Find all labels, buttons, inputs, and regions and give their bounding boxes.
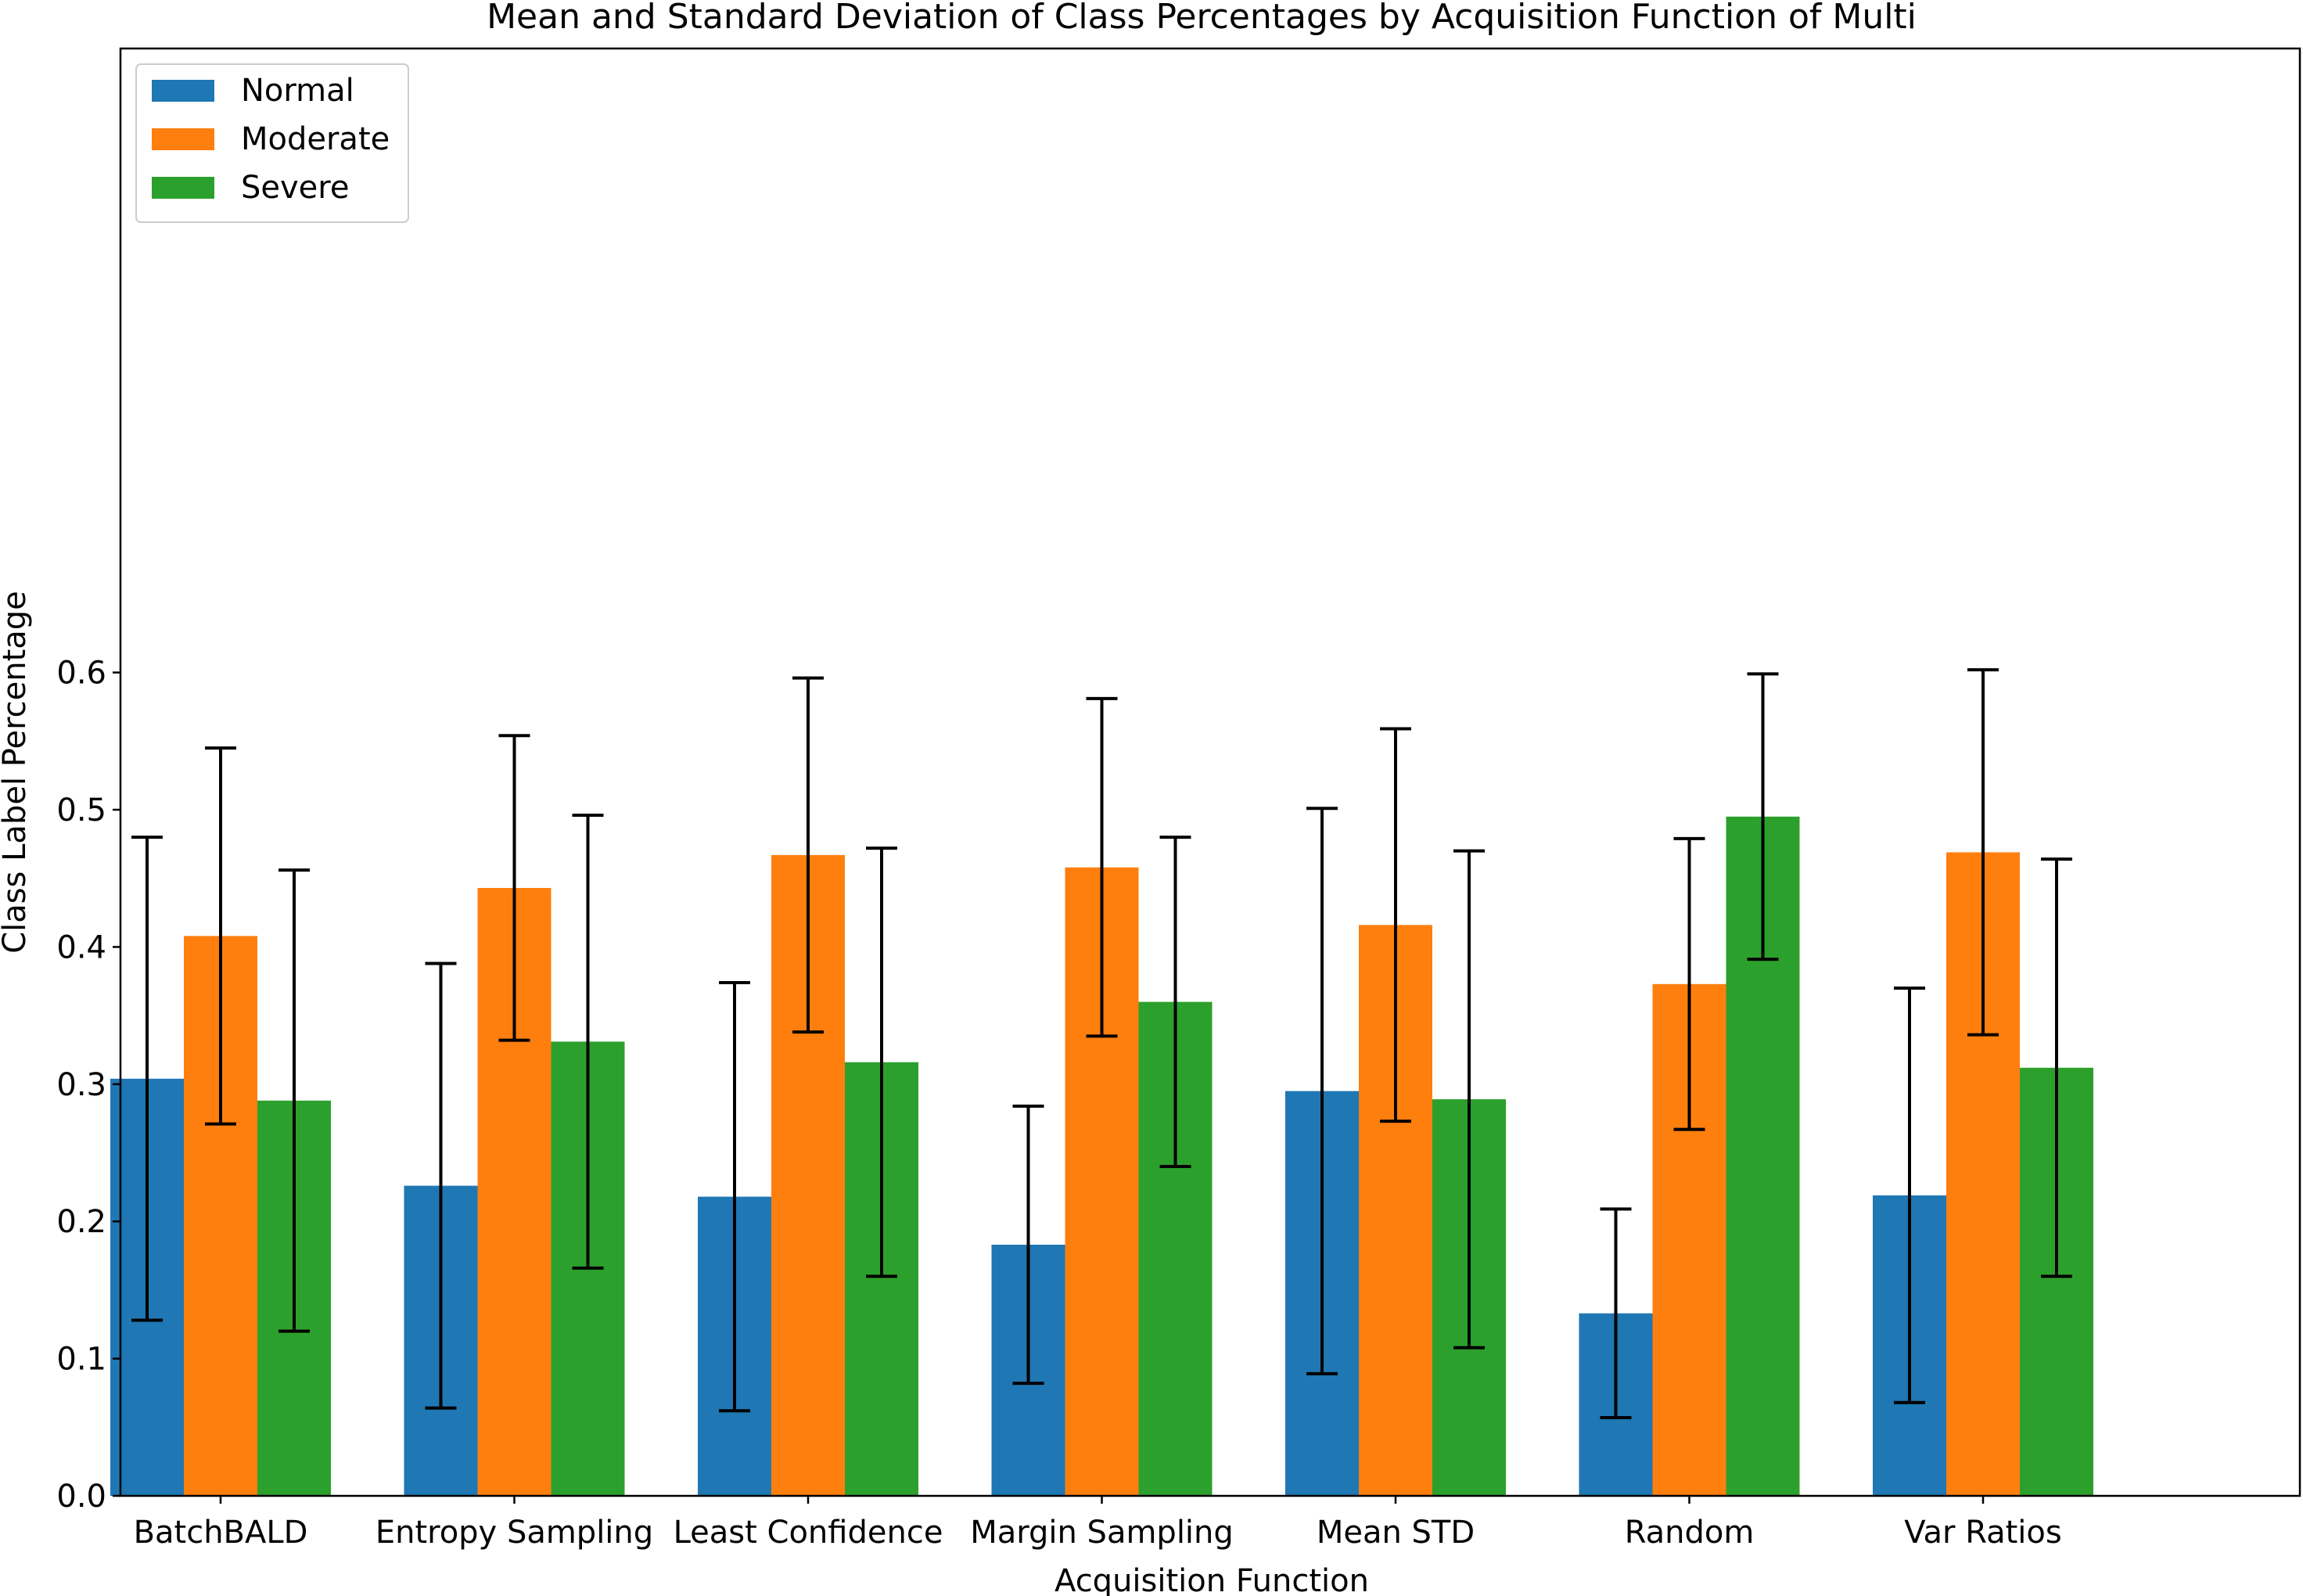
error-bar-normal-3 bbox=[1012, 1104, 1044, 1386]
x-tick-label: Entropy Sampling bbox=[375, 1515, 653, 1551]
error-bar-moderate-2 bbox=[792, 676, 824, 1034]
error-bar-severe-5 bbox=[1747, 672, 1779, 962]
y-tick-label: 0.6 bbox=[56, 656, 106, 692]
x-tick-label: Mean STD bbox=[1317, 1515, 1475, 1551]
error-bar-severe-0 bbox=[278, 868, 310, 1333]
error-bar-severe-3 bbox=[1159, 836, 1191, 1169]
error-bar-moderate-3 bbox=[1086, 696, 1118, 1038]
legend-swatch bbox=[152, 177, 214, 199]
y-axis-title: Class Label Percentage bbox=[0, 591, 33, 954]
legend-item-normal: Normal bbox=[152, 73, 354, 109]
error-bars-layer bbox=[131, 668, 2072, 1420]
y-axis: 0.0 0.1 0.2 0.3 0.4 0.5 0.6 bbox=[56, 656, 120, 1515]
error-bar-normal-4 bbox=[1306, 807, 1338, 1375]
x-tick-label: BatchBALD bbox=[134, 1515, 308, 1551]
error-bar-severe-1 bbox=[572, 814, 604, 1270]
error-bar-moderate-6 bbox=[1967, 668, 1999, 1037]
error-bar-moderate-4 bbox=[1380, 727, 1411, 1123]
legend-item-moderate: Moderate bbox=[152, 121, 390, 157]
y-tick-label: 0.5 bbox=[56, 793, 106, 829]
x-tick-label: Least Confidence bbox=[674, 1515, 943, 1551]
y-tick-label: 0.2 bbox=[56, 1204, 106, 1240]
x-tick-label: Random bbox=[1625, 1515, 1755, 1551]
legend-swatch bbox=[152, 128, 214, 150]
error-bar-normal-1 bbox=[425, 962, 457, 1410]
plot-area-frame bbox=[119, 47, 2301, 1497]
legend-label: Severe bbox=[241, 170, 349, 206]
y-tick-label: 0.3 bbox=[56, 1067, 106, 1103]
legend-label: Moderate bbox=[241, 121, 390, 157]
y-tick-label: 0.4 bbox=[56, 929, 106, 965]
error-bar-severe-6 bbox=[2041, 857, 2072, 1278]
y-tick-label: 0.1 bbox=[56, 1342, 106, 1378]
bars-layer bbox=[110, 816, 2093, 1496]
error-bar-severe-2 bbox=[866, 847, 897, 1278]
error-bar-moderate-1 bbox=[498, 734, 530, 1042]
error-bar-normal-6 bbox=[1894, 987, 1925, 1404]
error-bar-normal-2 bbox=[719, 981, 750, 1413]
legend-swatch bbox=[152, 80, 214, 102]
error-bar-normal-0 bbox=[131, 836, 163, 1322]
legend: Normal Moderate Severe bbox=[135, 63, 409, 223]
error-bar-moderate-0 bbox=[205, 746, 236, 1126]
x-tick-label: Margin Sampling bbox=[970, 1515, 1234, 1551]
x-tick-label: Var Ratios bbox=[1904, 1515, 2061, 1551]
legend-item-severe: Severe bbox=[152, 170, 349, 206]
x-axis: BatchBALD Entropy Sampling Least Confidenc… bbox=[134, 1496, 2062, 1551]
error-bar-severe-4 bbox=[1453, 849, 1485, 1350]
legend-label: Normal bbox=[241, 73, 354, 109]
y-tick-label: 0.0 bbox=[56, 1479, 106, 1515]
chart-title: Mean and Standard Deviation of Class Per… bbox=[487, 0, 1917, 37]
x-axis-title: Acquisition Function bbox=[1054, 1563, 1369, 1596]
error-bar-moderate-5 bbox=[1673, 836, 1705, 1131]
error-bar-normal-5 bbox=[1600, 1207, 1632, 1420]
